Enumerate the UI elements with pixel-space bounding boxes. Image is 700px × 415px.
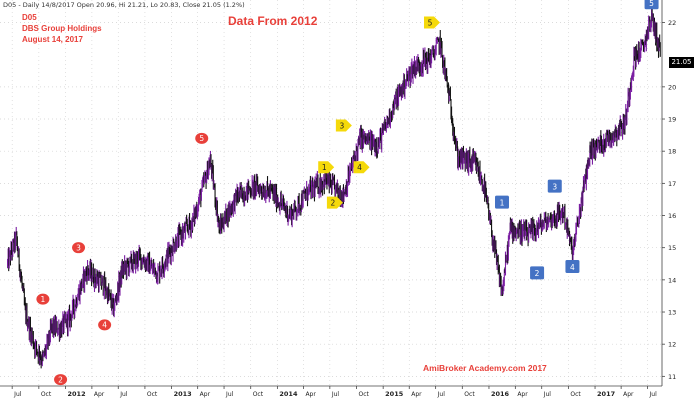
marker-label: 3	[552, 182, 557, 191]
x-tick-label: Jul	[331, 391, 340, 398]
x-tick-label: Oct	[147, 391, 158, 398]
y-tick-label: 15	[668, 244, 676, 252]
marker-shape	[335, 119, 352, 132]
header-quote: D05 - Daily 14/8/2017 Open 20.96, Hi 21.…	[3, 1, 245, 9]
x-tick-label: Apr	[305, 391, 316, 398]
marker-shape	[530, 266, 545, 280]
y-tick-label: 20	[668, 83, 676, 91]
x-tick-label: Jul	[225, 391, 234, 398]
chart-title: Data From 2012	[228, 14, 318, 28]
marker-label: 5	[649, 0, 654, 8]
last-price-label: 21.05	[669, 57, 694, 68]
marker-shape	[36, 293, 50, 305]
wave-marker-yellow-1: 1	[318, 161, 335, 174]
watermark: AmiBroker Academy.com 2017	[423, 363, 547, 373]
marker-shape	[318, 161, 335, 174]
marker-label: 3	[339, 121, 344, 130]
marker-shape	[644, 0, 659, 10]
x-tick-label: Apr	[94, 391, 105, 398]
x-tick-label: 2012	[68, 390, 86, 398]
wave-marker-blue-5: 5	[644, 0, 659, 10]
x-tick-label: Oct	[359, 391, 370, 398]
marker-shape	[195, 132, 209, 144]
marker-label: 4	[570, 263, 575, 272]
marker-label: 3	[76, 243, 81, 252]
marker-label: 2	[331, 198, 336, 207]
wave-marker-red-1: 1	[36, 293, 50, 305]
marker-shape	[353, 161, 370, 174]
y-tick-label: 17	[668, 180, 676, 188]
wave-marker-blue-1: 1	[495, 195, 510, 209]
x-tick-label: Oct	[464, 391, 475, 398]
marker-shape	[54, 374, 68, 386]
marker-label: 5	[199, 134, 204, 143]
marker-label: 4	[102, 321, 107, 330]
symbol-label: D05	[22, 13, 37, 22]
marker-shape	[423, 16, 440, 29]
wave-marker-yellow-2: 2	[326, 196, 343, 209]
wave-marker-blue-4: 4	[565, 259, 580, 273]
wave-marker-blue-3: 3	[547, 179, 562, 193]
marker-label: 2	[535, 269, 540, 278]
marker-label: 5	[428, 18, 433, 27]
x-tick-label: Jul	[119, 391, 128, 398]
marker-shape	[326, 196, 343, 209]
wave-marker-red-2: 2	[54, 374, 68, 386]
marker-label: 1	[41, 295, 46, 304]
marker-label: 2	[58, 375, 63, 384]
x-tick-label: Apr	[411, 391, 422, 398]
marker-label: 1	[322, 163, 327, 172]
x-tick-label: Apr	[623, 391, 634, 398]
x-tick-label: Apr	[200, 391, 211, 398]
x-tick-label: 2017	[597, 390, 615, 398]
y-tick-label: 19	[668, 116, 676, 124]
y-tick-label: 12	[668, 341, 676, 349]
company-name: DBS Group Holdings	[22, 24, 102, 33]
wave-marker-yellow-3: 3	[335, 119, 352, 132]
x-tick-label: Apr	[517, 391, 528, 398]
x-tick-label: Jul	[543, 391, 552, 398]
x-tick-label: Jul	[13, 391, 22, 398]
marker-label: 4	[357, 163, 362, 172]
marker-label: 1	[500, 198, 505, 207]
x-tick-label: 2016	[491, 390, 510, 398]
x-tick-label: 2014	[279, 390, 298, 398]
wave-marker-red-4: 4	[98, 319, 112, 331]
wave-marker-blue-2: 2	[530, 266, 545, 280]
y-tick-label: 11	[668, 373, 676, 381]
x-tick-label: Jul	[649, 391, 658, 398]
price-series	[6, 2, 661, 369]
marker-shape	[98, 319, 112, 331]
y-tick-label: 16	[668, 212, 676, 220]
wave-markers: 1 2 3 4 5 1 2 3 4 5 1 2 3 4 5	[36, 0, 659, 386]
x-tick-label: 2015	[385, 390, 404, 398]
x-tick-label: Jul	[437, 391, 446, 398]
x-axis: Jul Oct 2012 Apr Jul Oct 2013 Apr Jul Oct 2014 Apr J…	[0, 385, 662, 398]
y-axis: 11 12 13 14 15 16 17 18 19 20 22	[661, 0, 676, 386]
x-tick-label: Oct	[570, 391, 581, 398]
marker-shape	[495, 195, 510, 209]
wave-marker-yellow-4: 4	[353, 161, 370, 174]
y-tick-label: 22	[668, 19, 676, 27]
grid-layer	[0, 0, 662, 386]
x-tick-label: Oct	[41, 391, 52, 398]
y-tick-label: 13	[668, 309, 676, 317]
chart-date: August 14, 2017	[22, 35, 83, 44]
y-tick-label: 18	[668, 148, 676, 156]
y-tick-label: 14	[668, 276, 676, 284]
marker-shape	[72, 242, 86, 254]
x-tick-label: Oct	[253, 391, 264, 398]
wave-marker-yellow-5: 5	[423, 16, 440, 29]
wave-marker-red-5: 5	[195, 132, 209, 144]
marker-shape	[565, 259, 580, 273]
wave-marker-red-3: 3	[72, 242, 86, 254]
marker-shape	[547, 179, 562, 193]
x-tick-label: 2013	[174, 390, 192, 398]
